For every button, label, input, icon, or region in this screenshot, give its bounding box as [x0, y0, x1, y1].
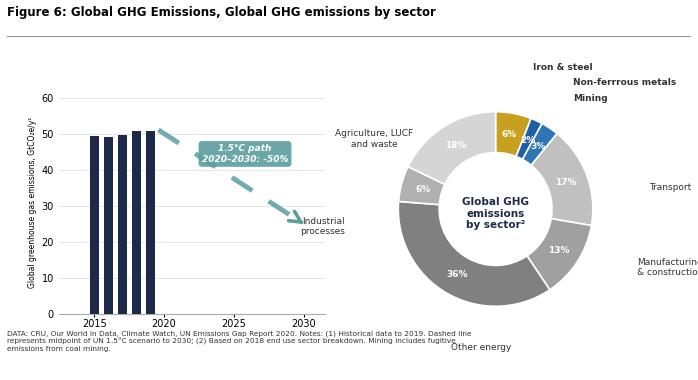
Bar — [117, 135, 126, 314]
Text: Manufacturing
& construction: Manufacturing & construction — [637, 258, 698, 277]
Text: 6%: 6% — [502, 130, 517, 139]
Wedge shape — [531, 134, 593, 226]
Text: 1.5°C path
2020–2030: -50%: 1.5°C path 2020–2030: -50% — [202, 144, 288, 164]
Text: Mining: Mining — [573, 93, 608, 103]
Wedge shape — [496, 112, 531, 157]
Text: Figure 6: Global GHG Emissions, Global GHG emissions by sector: Figure 6: Global GHG Emissions, Global G… — [7, 6, 436, 19]
Text: 18%: 18% — [445, 141, 466, 150]
Text: Global GHG
emissions
by sector²: Global GHG emissions by sector² — [462, 197, 529, 230]
Wedge shape — [516, 119, 542, 160]
Text: Iron & steel: Iron & steel — [533, 63, 592, 73]
Text: Non-ferrrous metals: Non-ferrrous metals — [573, 78, 676, 87]
Text: Industrial
processes: Industrial processes — [300, 217, 345, 236]
Text: 2%: 2% — [520, 136, 535, 145]
Wedge shape — [523, 124, 557, 165]
Text: Other energy: Other energy — [451, 343, 511, 352]
Text: 13%: 13% — [548, 245, 570, 255]
Wedge shape — [527, 218, 591, 290]
Text: 17%: 17% — [556, 178, 577, 187]
Bar — [145, 131, 155, 314]
Bar — [103, 137, 112, 314]
Text: 36%: 36% — [447, 269, 468, 279]
Wedge shape — [408, 112, 496, 184]
Text: Global GHG emissions need to fall by ~50% by
2030 to meet 1.5°C targets.: Global GHG emissions need to fall by ~50… — [34, 52, 308, 76]
Wedge shape — [399, 201, 550, 306]
Text: 6%: 6% — [415, 185, 431, 194]
Y-axis label: Global greenhouse gas emissions, GtCO₂e/y¹: Global greenhouse gas emissions, GtCO₂e/… — [28, 117, 37, 288]
Text: Agriculture, LUCF
and waste: Agriculture, LUCF and waste — [335, 129, 413, 149]
Bar — [132, 131, 141, 314]
Bar — [89, 136, 99, 314]
Wedge shape — [399, 166, 445, 204]
Text: 3%: 3% — [530, 142, 545, 151]
Text: DATA: CRU, Our World in Data, Climate Watch, UN Emissions Gap Report 2020. Notes: DATA: CRU, Our World in Data, Climate Wa… — [7, 331, 471, 353]
Text: Transport: Transport — [649, 183, 692, 192]
Text: The metals & mining sector is a major emitter,
accounting for ~11% of GHG emissi: The metals & mining sector is a major em… — [383, 52, 657, 76]
